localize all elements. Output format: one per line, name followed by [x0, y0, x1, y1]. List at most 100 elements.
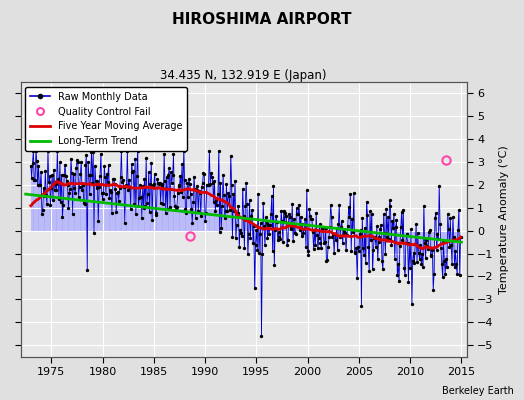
Point [261, 242, 269, 248]
Point [368, 266, 377, 272]
Point [122, 183, 130, 190]
Point [126, 184, 134, 190]
Point [34, 162, 42, 169]
Point [322, 258, 331, 264]
Point [139, 205, 148, 212]
Point [196, 190, 204, 196]
Point [173, 190, 182, 196]
Point [344, 222, 352, 229]
Point [128, 169, 137, 175]
Point [313, 232, 321, 238]
Point [138, 183, 147, 190]
Point [279, 238, 287, 245]
Point [207, 170, 215, 176]
Point [307, 216, 315, 222]
Point [133, 172, 141, 179]
Point [67, 156, 75, 162]
Point [359, 245, 367, 252]
Point [256, 231, 264, 238]
Point [141, 202, 149, 209]
Point [134, 148, 142, 154]
Point [240, 245, 248, 252]
Point [171, 203, 179, 209]
Point [155, 181, 163, 188]
Point [441, 270, 450, 277]
Point [183, 180, 191, 186]
Point [287, 224, 296, 230]
Point [111, 181, 119, 188]
Point [115, 197, 123, 204]
Point [146, 181, 155, 187]
Point [354, 244, 362, 250]
Point [425, 229, 433, 236]
Point [337, 218, 346, 224]
Point [416, 256, 424, 262]
Point [434, 236, 443, 242]
Point [291, 231, 300, 237]
Point [123, 148, 132, 154]
Point [39, 207, 47, 213]
Point [61, 162, 69, 168]
Point [364, 244, 373, 250]
Point [187, 191, 195, 198]
Point [277, 208, 286, 215]
Point [210, 178, 219, 184]
Point [125, 177, 133, 184]
Point [209, 180, 217, 186]
Point [335, 202, 343, 208]
Point [157, 200, 165, 206]
Point [220, 192, 228, 198]
Point [320, 239, 328, 246]
Point [208, 174, 216, 180]
Point [137, 194, 145, 200]
Point [362, 260, 370, 266]
Point [219, 172, 227, 178]
Point [66, 185, 74, 192]
Point [308, 216, 316, 222]
Point [159, 200, 168, 207]
Point [124, 186, 133, 193]
Point [97, 190, 106, 196]
Point [384, 214, 392, 220]
Point [392, 217, 401, 223]
Point [63, 182, 72, 188]
Point [326, 202, 335, 208]
Point [385, 235, 393, 242]
Point [218, 202, 226, 209]
Point [191, 214, 200, 221]
Point [48, 172, 57, 179]
Point [406, 264, 414, 271]
Point [94, 218, 103, 224]
Point [407, 226, 415, 232]
Point [248, 206, 256, 213]
Point [69, 211, 77, 217]
Point [269, 182, 278, 189]
Point [274, 236, 282, 243]
Point [119, 177, 127, 184]
Point [223, 208, 232, 214]
Point [122, 182, 130, 188]
Point [227, 182, 236, 188]
Point [39, 184, 48, 191]
Point [299, 230, 308, 236]
Point [421, 254, 430, 261]
Point [127, 206, 135, 212]
Point [165, 165, 173, 171]
Point [193, 183, 202, 189]
Point [213, 202, 221, 208]
Point [439, 274, 447, 280]
Point [149, 182, 157, 188]
Point [252, 242, 260, 248]
Point [230, 207, 238, 214]
Point [280, 219, 289, 226]
Point [288, 201, 297, 208]
Point [85, 191, 94, 198]
Point [259, 200, 267, 207]
Point [206, 181, 214, 187]
Point [305, 205, 313, 212]
Title: 34.435 N, 132.919 E (Japan): 34.435 N, 132.919 E (Japan) [160, 69, 327, 82]
Point [192, 187, 201, 193]
Point [272, 219, 281, 225]
Point [69, 170, 78, 177]
Point [380, 230, 389, 236]
